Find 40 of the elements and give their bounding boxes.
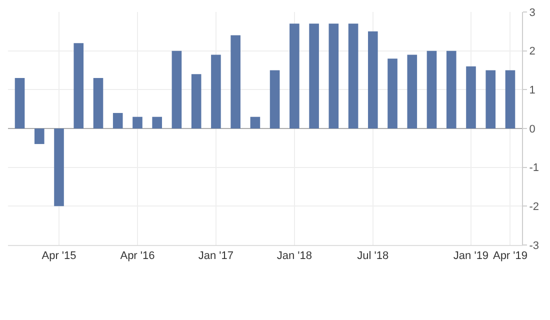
- bar: [93, 78, 104, 128]
- bar: [466, 66, 476, 128]
- bar: [426, 50, 437, 128]
- bar: [270, 70, 280, 128]
- bar: [446, 50, 456, 128]
- bar: [290, 24, 300, 128]
- bar: [172, 50, 182, 128]
- y-tick-label: -3: [529, 240, 539, 252]
- bar: [505, 70, 516, 128]
- bar: [407, 54, 418, 128]
- bar: [348, 24, 358, 128]
- x-tick-label: Apr '16: [120, 250, 155, 262]
- bar: [250, 116, 260, 128]
- bar: [388, 58, 398, 128]
- bar: [14, 78, 25, 128]
- x-tick-label: Apr '15: [42, 250, 76, 262]
- bar: [112, 112, 123, 128]
- y-tick-label: -2: [529, 201, 539, 214]
- x-tick-label: Jan '17: [198, 250, 234, 262]
- bar: [74, 43, 84, 128]
- y-tick-label: 1: [529, 84, 536, 97]
- x-tick-label: Jul '18: [357, 250, 389, 262]
- y-tick-label: 0: [529, 123, 536, 136]
- x-tick-label: Apr '19: [492, 250, 528, 262]
- bar: [211, 54, 221, 128]
- bar: [328, 24, 339, 128]
- x-tick-label: Jan '19: [453, 250, 489, 262]
- x-tick-label: Jan '18: [276, 250, 312, 262]
- y-tick-label: -1: [529, 162, 539, 174]
- bar: [54, 128, 64, 206]
- bar: [486, 70, 496, 128]
- bar: [152, 116, 162, 128]
- bar: [191, 74, 202, 128]
- y-tick-label: 2: [529, 46, 536, 58]
- bar: [368, 31, 378, 128]
- y-tick-label: 3: [529, 6, 536, 19]
- bar: [34, 128, 44, 144]
- bar: [309, 24, 319, 128]
- bar: [132, 116, 142, 128]
- bar: [230, 35, 240, 128]
